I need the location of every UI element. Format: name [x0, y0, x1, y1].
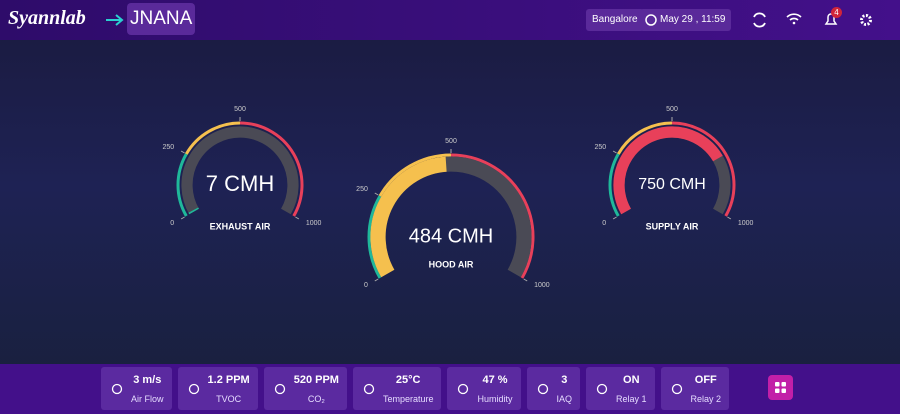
tile-icon — [537, 383, 548, 394]
gauge-value-arc — [188, 207, 199, 215]
tile-label: Relay 1 — [616, 393, 647, 404]
gauge-tick-label: 500 — [445, 138, 457, 145]
logo[interactable]: Syannlab — [8, 7, 86, 29]
gauge-value-arc — [370, 156, 447, 278]
tile-value: 1.2 PPM — [207, 373, 250, 386]
tile-value: 3 — [561, 373, 568, 386]
gauge-band — [367, 195, 382, 279]
gauge-track — [181, 126, 299, 215]
gauge-tick — [727, 216, 732, 220]
logo-arrow — [106, 14, 124, 26]
sensor-tile[interactable]: 3 m/s Air Flow — [101, 367, 172, 410]
tile-text: 3 m/s Air Flow — [131, 374, 164, 404]
header-icons — [645, 12, 872, 28]
gauge-title: HOOD AIR — [429, 259, 474, 269]
gauges: 0 250 500 1000 7 CMH EXHAUST AIR 0 250 500 1000 48… — [162, 106, 754, 289]
tile-label: Air Flow — [131, 393, 164, 404]
sensor-tile[interactable]: 3 IAQ — [526, 367, 581, 410]
tile-value: 25°C — [395, 373, 421, 386]
tile-label: TVOC — [216, 393, 242, 404]
refresh-icon[interactable] — [753, 12, 766, 28]
tile-text: 47 % Humidity — [477, 374, 512, 404]
footer: 3 m/s Air Flow 1.2 PPM TVOC 520 PPM CO₂ 25°… — [0, 364, 900, 414]
tile-label: IAQ — [556, 393, 573, 404]
tile-text: 520 PPM CO₂ — [294, 374, 339, 404]
notification-badge: 4 — [831, 7, 842, 18]
sensor-tile[interactable]: 1.2 PPM TVOC — [177, 367, 258, 410]
gauge-band — [378, 153, 452, 197]
gauge-tick-label: 1000 — [738, 220, 754, 227]
gauge-tick — [523, 278, 528, 282]
gauge-tick-label: 250 — [594, 144, 606, 151]
gauge-band — [176, 153, 188, 217]
gauge-tick — [295, 216, 300, 220]
gauge-tick-label: 0 — [170, 220, 174, 227]
gauge-value-arc — [613, 126, 723, 215]
tile-value: ON — [623, 373, 640, 386]
tile-icon — [458, 383, 469, 394]
gauge-title: EXHAUST AIR — [210, 221, 271, 231]
gauge-tick — [180, 216, 185, 220]
gauge-tick-label: 1000 — [306, 220, 322, 227]
sensor-tile[interactable]: 25°C Temperature — [352, 367, 442, 410]
tile-value: OFF — [694, 373, 717, 386]
tile-label: CO₂ — [307, 393, 325, 404]
tile-text: ON Relay 1 — [616, 374, 647, 404]
gauge-tick — [374, 278, 379, 282]
apps-button[interactable] — [768, 375, 793, 400]
gauge-tick-label: 250 — [162, 144, 174, 151]
gauge-tick — [612, 216, 617, 220]
settings-icon[interactable] — [860, 14, 872, 26]
tile-icon — [671, 383, 682, 394]
tile-label: Temperature — [382, 393, 434, 404]
gauge-tick-label: 500 — [666, 106, 678, 113]
sensor-tiles: 3 m/s Air Flow 1.2 PPM TVOC 520 PPM CO₂ 25°… — [101, 367, 730, 410]
tile-value: 47 % — [482, 373, 508, 386]
gauge-reading: 750 CMH — [638, 176, 706, 193]
tile-text: 1.2 PPM TVOC — [208, 374, 250, 404]
wifi-icon[interactable] — [786, 13, 802, 21]
gauge-band — [239, 121, 304, 217]
gauge-tick-label: 250 — [356, 186, 368, 193]
gauge-reading: 484 CMH — [409, 225, 493, 247]
sensor-tile[interactable]: ON Relay 1 — [586, 367, 655, 410]
gauge-title: SUPPLY AIR — [646, 221, 699, 231]
tile-value: 3 m/s — [133, 373, 162, 386]
tile-label: Relay 2 — [690, 393, 722, 404]
gauge-band — [185, 121, 241, 155]
tile-text: OFF Relay 2 — [691, 374, 722, 404]
tile-icon — [111, 383, 123, 394]
tile-icon — [188, 383, 199, 394]
sensor-tile[interactable]: 520 PPM CO₂ — [263, 367, 347, 410]
gauge-tick-label: 0 — [364, 282, 368, 289]
gauge-tick — [612, 150, 617, 154]
gauge-tick — [374, 192, 379, 196]
tile-icon — [363, 383, 375, 394]
gauge-reading: 7 CMH — [206, 171, 274, 196]
gauge-band — [617, 121, 673, 155]
location[interactable]: Bangalore — [586, 9, 644, 31]
tile-icon — [274, 383, 285, 394]
sensor-tile[interactable]: 47 % Humidity — [447, 367, 521, 410]
gauge-tick-label: 0 — [602, 220, 606, 227]
gauge-band — [671, 121, 736, 217]
gauge-tick — [180, 150, 185, 154]
tile-icon — [596, 383, 608, 394]
header: Syannlab JNANA Bangalore May 29 , 11:59 … — [0, 0, 900, 40]
tile-text: 25°C Temperature — [383, 374, 434, 404]
gauge-band — [608, 153, 620, 217]
tile-value: 520 PPM — [293, 373, 339, 386]
brand: JNANA — [127, 3, 196, 35]
gauge-band — [450, 153, 535, 279]
gauge-tick-label: 500 — [234, 106, 246, 113]
tile-text: 3 IAQ — [557, 374, 573, 404]
datetime: May 29 , 11:59 — [640, 9, 732, 31]
gauge-tick-label: 1000 — [534, 282, 550, 289]
tile-label: Humidity — [477, 393, 513, 404]
sensor-tile[interactable]: OFF Relay 2 — [660, 367, 730, 410]
